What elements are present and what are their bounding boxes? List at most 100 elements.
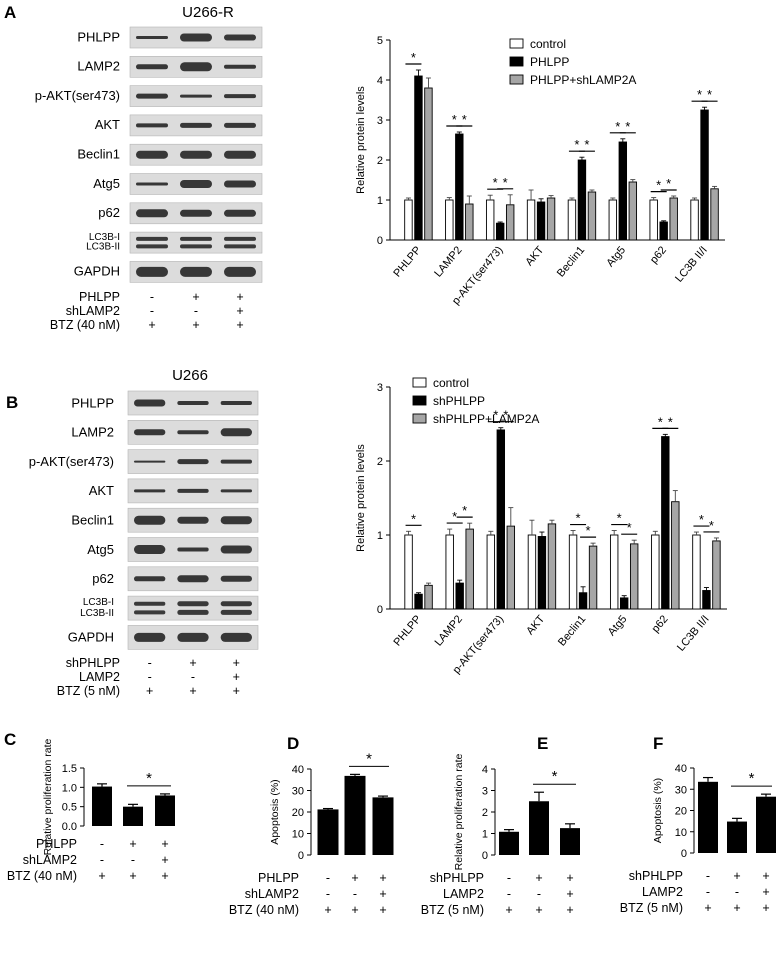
condition-label: shPHLPP [629, 869, 683, 883]
blot-band [134, 460, 166, 463]
y-tick-label: 5 [377, 35, 383, 47]
significance-star: * [668, 414, 673, 429]
y-tick-label: 30 [675, 784, 687, 796]
bar [372, 797, 394, 855]
condition-mark: + [236, 304, 243, 318]
bar-control [527, 534, 537, 610]
significance-star: * [462, 112, 467, 127]
condition-label: BTZ (5 nM) [57, 684, 120, 698]
bar [123, 806, 143, 826]
x-tick-label: Beclin1 [555, 244, 587, 279]
x-tick-label: Atg5 [604, 244, 628, 269]
blot-band [224, 64, 256, 69]
significance-star: * [411, 50, 416, 65]
bar-shphlpp [578, 592, 588, 610]
blot-band [224, 94, 256, 99]
condition-mark: - [706, 885, 710, 899]
condition-label: BTZ (40 nM) [7, 869, 77, 883]
bar-shphlpp-lamp2a [629, 543, 639, 610]
bar-shphlpp-lamp2a [712, 540, 721, 610]
bar-phlpp [536, 201, 546, 241]
legend-label: control [530, 37, 566, 51]
blot-row-label: LC3B-I [89, 232, 120, 243]
blot-band [177, 516, 209, 524]
y-tick-label: 3 [482, 786, 488, 798]
condition-mark: - [148, 670, 152, 684]
blot-band [177, 488, 209, 493]
condition-mark: + [733, 901, 740, 915]
blot-band [220, 545, 252, 554]
blot-row-label: p62 [98, 205, 120, 220]
blot-band [224, 150, 256, 159]
blot-band [136, 64, 168, 70]
condition-mark: + [762, 885, 769, 899]
condition-mark: + [379, 903, 386, 917]
condition-mark: + [192, 290, 199, 304]
significance-star: * [452, 509, 457, 524]
bar-shphlpp-lamp2a [465, 528, 474, 610]
condition-mark: + [733, 869, 740, 883]
y-tick-label: 10 [292, 829, 304, 841]
condition-mark: + [129, 869, 136, 883]
legend-swatch [412, 395, 427, 406]
significance-star: * [493, 175, 498, 190]
bar [698, 781, 718, 853]
condition-label: PHLPP [79, 290, 120, 304]
blot-row-label: p-AKT(ser473) [29, 454, 114, 469]
chart-a-protein-levels: 0 1 2 3 4 5 Relative protein levels PHLPP LAMP2 p… [355, 35, 725, 307]
significance-star: * [462, 503, 467, 518]
blot-band [134, 429, 166, 436]
y-tick-label: 1.5 [62, 763, 77, 775]
y-tick-label: 20 [675, 806, 687, 818]
panel-label-b: B [6, 393, 18, 412]
condition-label: BTZ (40 nM) [50, 318, 120, 332]
bar [727, 821, 747, 853]
blot-band [180, 180, 212, 188]
bar-phlpp-shlamp2a [669, 197, 678, 241]
condition-mark: - [150, 290, 154, 304]
condition-label: shLAMP2 [66, 304, 120, 318]
significance-star: * [658, 414, 663, 429]
y-axis-label: Relative protein levels [355, 86, 367, 194]
legend-label: PHLPP+shLAMP2A [530, 73, 636, 87]
x-tick-label: PHLPP [391, 613, 423, 648]
condition-mark: + [233, 670, 240, 684]
blot-band [134, 489, 166, 493]
chart-e-proliferation: 0 1 2 3 4 Relative proliferation rate * shPHLPP… [421, 753, 580, 917]
condition-mark: - [326, 887, 330, 901]
bar-phlpp [577, 159, 587, 241]
condition-mark: - [706, 869, 710, 883]
panel-label-f: F [653, 734, 663, 753]
bar [155, 795, 175, 826]
condition-mark: + [236, 318, 243, 332]
blot-band [220, 632, 252, 642]
x-tick-label: Atg5 [606, 613, 630, 638]
bar [499, 831, 519, 855]
bar-phlpp-shlamp2a [546, 197, 556, 241]
blot-band [224, 209, 256, 217]
condition-mark: + [161, 853, 168, 867]
y-tick-label: 20 [292, 807, 304, 819]
y-axis-label: Relative protein levels [355, 444, 367, 552]
western-blot-a: PHLPP LAMP2 p-AKT(ser473) AKT Beclin1 Atg5 p62… [35, 26, 263, 332]
blot-band [136, 182, 168, 186]
bar-phlpp-shlamp2a [628, 181, 638, 241]
blot-row-label: Beclin1 [71, 513, 114, 528]
blot-band [180, 236, 212, 241]
blot-band [224, 236, 256, 241]
bar-control [692, 534, 701, 610]
blot-a-title: U266-R [182, 4, 234, 21]
chart-c-proliferation: 0.0 0.5 1.0 1.5 Relative proliferation rate *… [7, 738, 175, 883]
bar-control [526, 199, 536, 241]
condition-mark: - [150, 304, 154, 318]
y-axis-label: Relative proliferation rate [42, 738, 54, 855]
blot-row-label: AKT [95, 117, 120, 132]
bar-shphlpp [661, 436, 670, 610]
bar-control [568, 534, 578, 610]
blot-band [134, 545, 166, 554]
x-tick-label: p62 [648, 244, 669, 266]
legend-swatch [412, 413, 427, 424]
significance-star: * [625, 119, 630, 134]
significance-star: * [666, 176, 671, 191]
